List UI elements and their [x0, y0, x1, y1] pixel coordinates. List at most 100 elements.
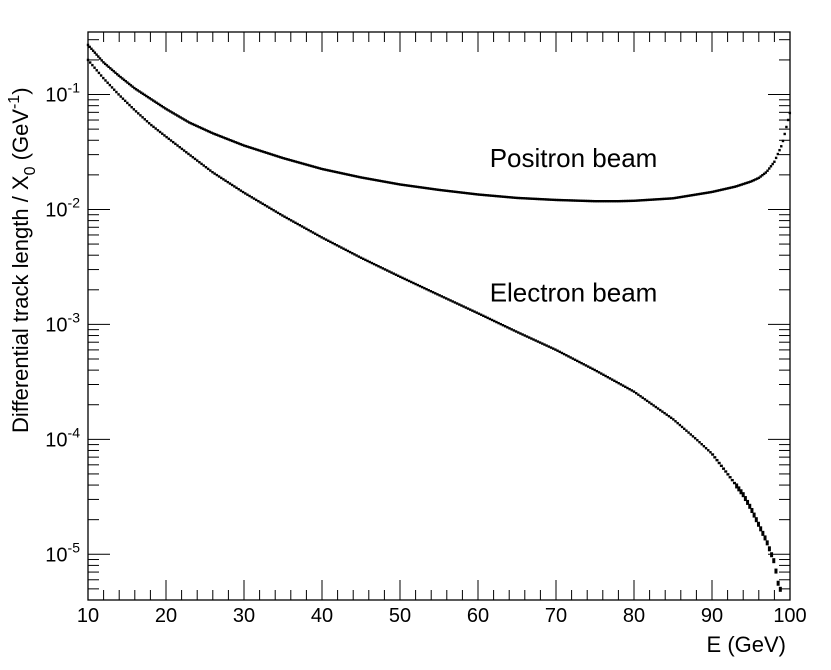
- data-point: [568, 199, 572, 202]
- data-point: [405, 278, 409, 282]
- data-point: [283, 215, 286, 218]
- data-point: [569, 356, 572, 359]
- data-point: [544, 198, 548, 201]
- data-point: [123, 99, 127, 103]
- data-point: [524, 197, 527, 200]
- data-point: [189, 122, 193, 125]
- data-point: [696, 438, 699, 442]
- data-point: [104, 79, 107, 82]
- data-point: [327, 239, 330, 242]
- data-point: [430, 187, 433, 191]
- data-point: [668, 197, 671, 200]
- data-point: [661, 197, 665, 201]
- data-point: [392, 182, 395, 185]
- data-point: [261, 150, 265, 153]
- x-tick-label: 30: [233, 605, 255, 627]
- data-point: [100, 59, 103, 62]
- data-point: [259, 201, 262, 204]
- data-point: [351, 174, 354, 177]
- data-point: [185, 151, 188, 154]
- data-point: [385, 180, 388, 184]
- x-tick-label: 60: [467, 605, 489, 627]
- data-point: [725, 187, 728, 190]
- data-point: [615, 200, 618, 203]
- data-point: [435, 188, 438, 191]
- data-point: [591, 367, 594, 371]
- data-point: [519, 196, 522, 200]
- data-point: [605, 200, 608, 203]
- data-point: [495, 194, 498, 198]
- data-point: [103, 62, 107, 66]
- data-point: [128, 103, 131, 107]
- data-point: [538, 197, 541, 201]
- data-point: [224, 136, 227, 140]
- data-point: [234, 141, 237, 144]
- data-point: [352, 174, 356, 178]
- y-tick-label: 10-4: [45, 424, 80, 451]
- data-point: [695, 193, 699, 196]
- data-point: [596, 200, 599, 203]
- data-point: [476, 193, 479, 196]
- data-point: [699, 192, 702, 196]
- data-point: [309, 164, 313, 168]
- data-point: [689, 194, 692, 197]
- data-point: [651, 198, 654, 201]
- data-point: [618, 199, 622, 203]
- data-point: [200, 162, 203, 166]
- data-point: [300, 225, 304, 228]
- data-point: [303, 162, 306, 166]
- data-point: [324, 238, 328, 241]
- data-point: [503, 325, 507, 328]
- data-point: [445, 189, 448, 192]
- data-point: [610, 200, 613, 203]
- data-point: [112, 70, 115, 73]
- data-point: [393, 182, 397, 185]
- data-point: [249, 146, 253, 149]
- data-point: [392, 272, 395, 275]
- data-point: [115, 73, 119, 76]
- data-point: [114, 71, 117, 74]
- data-point: [146, 95, 150, 99]
- data-point: [704, 447, 708, 450]
- data-point: [429, 290, 433, 293]
- data-point: [306, 163, 309, 167]
- data-point: [471, 192, 474, 196]
- data-point: [670, 197, 673, 200]
- data-point: [764, 171, 768, 174]
- data-point: [318, 234, 321, 238]
- series-1: [86, 43, 792, 203]
- data-point: [608, 200, 611, 203]
- data-point: [599, 200, 603, 203]
- data-point: [735, 483, 739, 489]
- data-point: [380, 179, 383, 183]
- data-point: [401, 276, 404, 280]
- data-point: [130, 105, 133, 109]
- data-point: [162, 106, 165, 109]
- data-point: [339, 171, 342, 175]
- data-point: [416, 185, 419, 189]
- data-point: [737, 184, 740, 187]
- data-point: [519, 332, 522, 335]
- data-point: [709, 451, 712, 454]
- data-point: [117, 93, 120, 96]
- data-point: [630, 389, 634, 392]
- data-point: [209, 169, 212, 172]
- data-point: [617, 382, 620, 385]
- data-point: [170, 111, 174, 114]
- data-point: [493, 319, 496, 323]
- data-point: [119, 95, 122, 98]
- data-point: [169, 139, 173, 142]
- data-point: [490, 318, 494, 322]
- data-point: [481, 193, 484, 197]
- data-point: [318, 167, 321, 170]
- data-point: [390, 181, 393, 185]
- data-point: [424, 186, 428, 190]
- data-point: [438, 294, 441, 297]
- data-point: [215, 173, 219, 177]
- data-point: [182, 118, 186, 121]
- data-point: [277, 155, 280, 158]
- data-point: [305, 227, 308, 231]
- data-point: [707, 191, 711, 194]
- data-point: [272, 209, 275, 212]
- data-point: [431, 187, 435, 191]
